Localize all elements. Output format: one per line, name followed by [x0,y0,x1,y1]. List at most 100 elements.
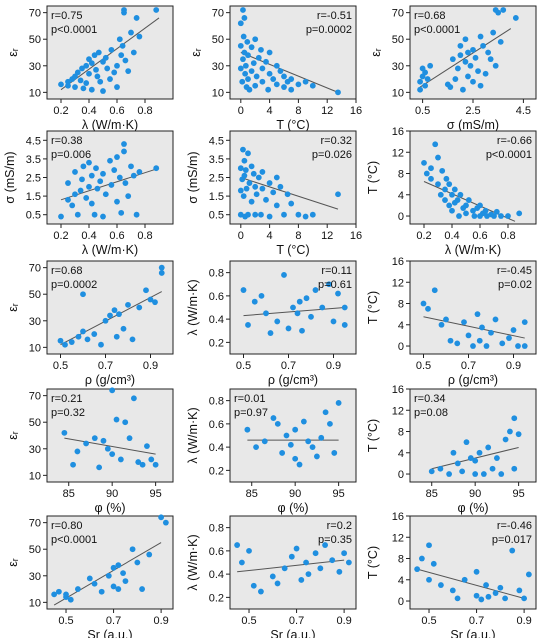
chart-2-point-34 [495,9,502,16]
chart-5-x-tick-label-3: 0.8 [500,230,515,242]
chart-11-point-15 [498,471,505,477]
chart-0-y-tick-label-3: 70 [29,8,41,20]
chart-10-point-13 [309,444,316,451]
chart-2-point-31 [490,29,497,36]
chart-9-point-2 [74,448,81,455]
chart-5-point-13 [446,181,453,188]
chart-7-point-21 [341,304,348,311]
chart-9-x-axis-label: φ (%) [94,501,125,515]
chart-5-x-tick-label-1: 0.4 [444,230,459,242]
chart-2-point-16 [462,58,469,65]
chart-1-point-3 [239,78,246,85]
chart-5-x-axis-label: λ (W/m·K) [445,243,501,257]
chart-1-point-23 [258,46,264,53]
chart-0-point-32 [119,42,126,49]
chart-10-point-10 [296,461,303,468]
chart-2-point-9 [447,84,454,90]
chart-10-point-11 [300,418,307,425]
chart-14-y-tick-label-0: 0 [398,596,404,608]
chart-3-point-19 [100,213,106,220]
chart-9-point-10 [113,416,120,423]
chart-7-y-tick-label-2: 0.6 [209,291,224,303]
chart-13-point-0 [234,542,241,548]
chart-1-point-39 [295,81,302,88]
chart-12-point-19 [146,551,153,558]
chart-4-point-18 [252,183,259,190]
chart-1-point-33 [277,68,284,74]
chart-7-x-tick-label-1: 0.7 [281,360,296,372]
chart-10-y-tick-label-1: 0.4 [209,442,224,454]
chart-1-point-6 [240,33,247,40]
chart-11-r-value: r=0.34 [414,393,446,405]
chart-1-point-14 [245,52,251,59]
chart-7-point-8 [285,325,292,332]
chart-4-y-tick-label-0: 0.5 [209,210,224,222]
chart-13-x-tick-label-2: 0.9 [336,615,351,627]
chart-1-point-5 [240,56,246,63]
chart-14-point-3 [426,576,432,583]
chart-2-y-tick-label-2: 50 [392,34,404,46]
chart-4-point-19 [253,191,260,198]
chart-1-x-tick-label-3: 12 [321,105,333,117]
chart-1-point-24 [259,78,266,85]
chart-14-point-17 [509,547,516,554]
chart-7-point-0 [240,287,247,293]
chart-4-y-tick-label-3: 3.5 [209,154,224,166]
chart-8-point-21 [521,343,528,349]
chart-8-point-16 [499,340,506,347]
chart-4-point-24 [263,196,269,203]
chart-10-point-0 [244,426,251,433]
chart-1-p-value: p=0.0002 [306,24,352,36]
chart-10-x-tick-label-0: 85 [246,488,258,500]
chart-9-point-11 [117,456,124,463]
chart-0-point-38 [130,49,137,56]
chart-14-y-tick-label-4: 16 [392,511,404,523]
chart-0-point-41 [153,7,160,13]
chart-5-point-37 [505,213,511,219]
chart-4-y-tick-label-1: 1.5 [209,191,224,203]
chart-8-point-3 [438,321,445,328]
chart-3-point-12 [86,159,92,166]
chart-13-point-7 [281,565,288,572]
chart-4-x-tick-label-1: 4 [267,230,273,242]
chart-11-y-axis-label: T (°C) [366,419,380,452]
chart-4-point-0 [237,187,244,194]
chart-7-panel: 0.5 0.7 0.9 0.2 0.4 0.6 0.8 ρ (g/cm³) λ (W/m·K) r… [186,260,357,387]
chart-8-point-8 [465,332,472,339]
chart-6-point-8 [98,341,104,348]
chart-2-point-33 [492,62,499,69]
chart-2-point-11 [452,76,459,82]
chart-4-point-30 [277,183,284,190]
chart-5-y-tick-label-0: 0 [398,211,404,223]
chart-13-point-14 [317,565,324,572]
chart-8-panel: 0.5 0.7 0.9 0 4 8 12 16 ρ (g/cm³) T (°C) r=-0.45 p=… [366,256,537,387]
chart-13-fit-line [237,559,345,573]
chart-14-point-14 [492,590,499,596]
chart-0-point-31 [118,52,125,59]
chart-3-x-tick-label-3: 0.8 [137,230,152,242]
chart-5-point-36 [498,213,504,219]
chart-14-point-0 [414,566,421,573]
chart-12-point-12 [115,562,122,569]
chart-3-y-axis-label: σ (mS/m) [3,151,17,203]
chart-6-point-20 [152,299,158,306]
chart-4-point-14 [248,163,255,170]
chart-1-point-26 [263,58,269,65]
chart-13-p-value: p=0.35 [318,534,352,546]
chart-2-point-5 [422,69,429,76]
chart-14-y-tick-label-3: 12 [392,532,404,544]
chart-4-y-axis-label: σ (mS/m) [186,151,200,203]
chart-9-x-tick-label-2: 95 [149,488,161,500]
chart-10-point-1 [253,444,259,451]
chart-11-y-tick-label-4: 16 [392,384,404,396]
chart-13-point-9 [293,545,300,552]
chart-9-y-tick-label-0: 10 [29,470,41,482]
chart-2-y-tick-label-3: 70 [392,8,404,20]
chart-3-point-37 [153,165,160,172]
chart-14-y-tick-label-2: 8 [398,554,404,566]
chart-4-point-25 [266,180,273,186]
chart-6-point-16 [129,336,136,343]
chart-7-x-tick-label-2: 0.9 [326,360,341,372]
chart-10-x-axis-label: φ (%) [277,501,308,515]
chart-2-point-18 [465,73,471,80]
